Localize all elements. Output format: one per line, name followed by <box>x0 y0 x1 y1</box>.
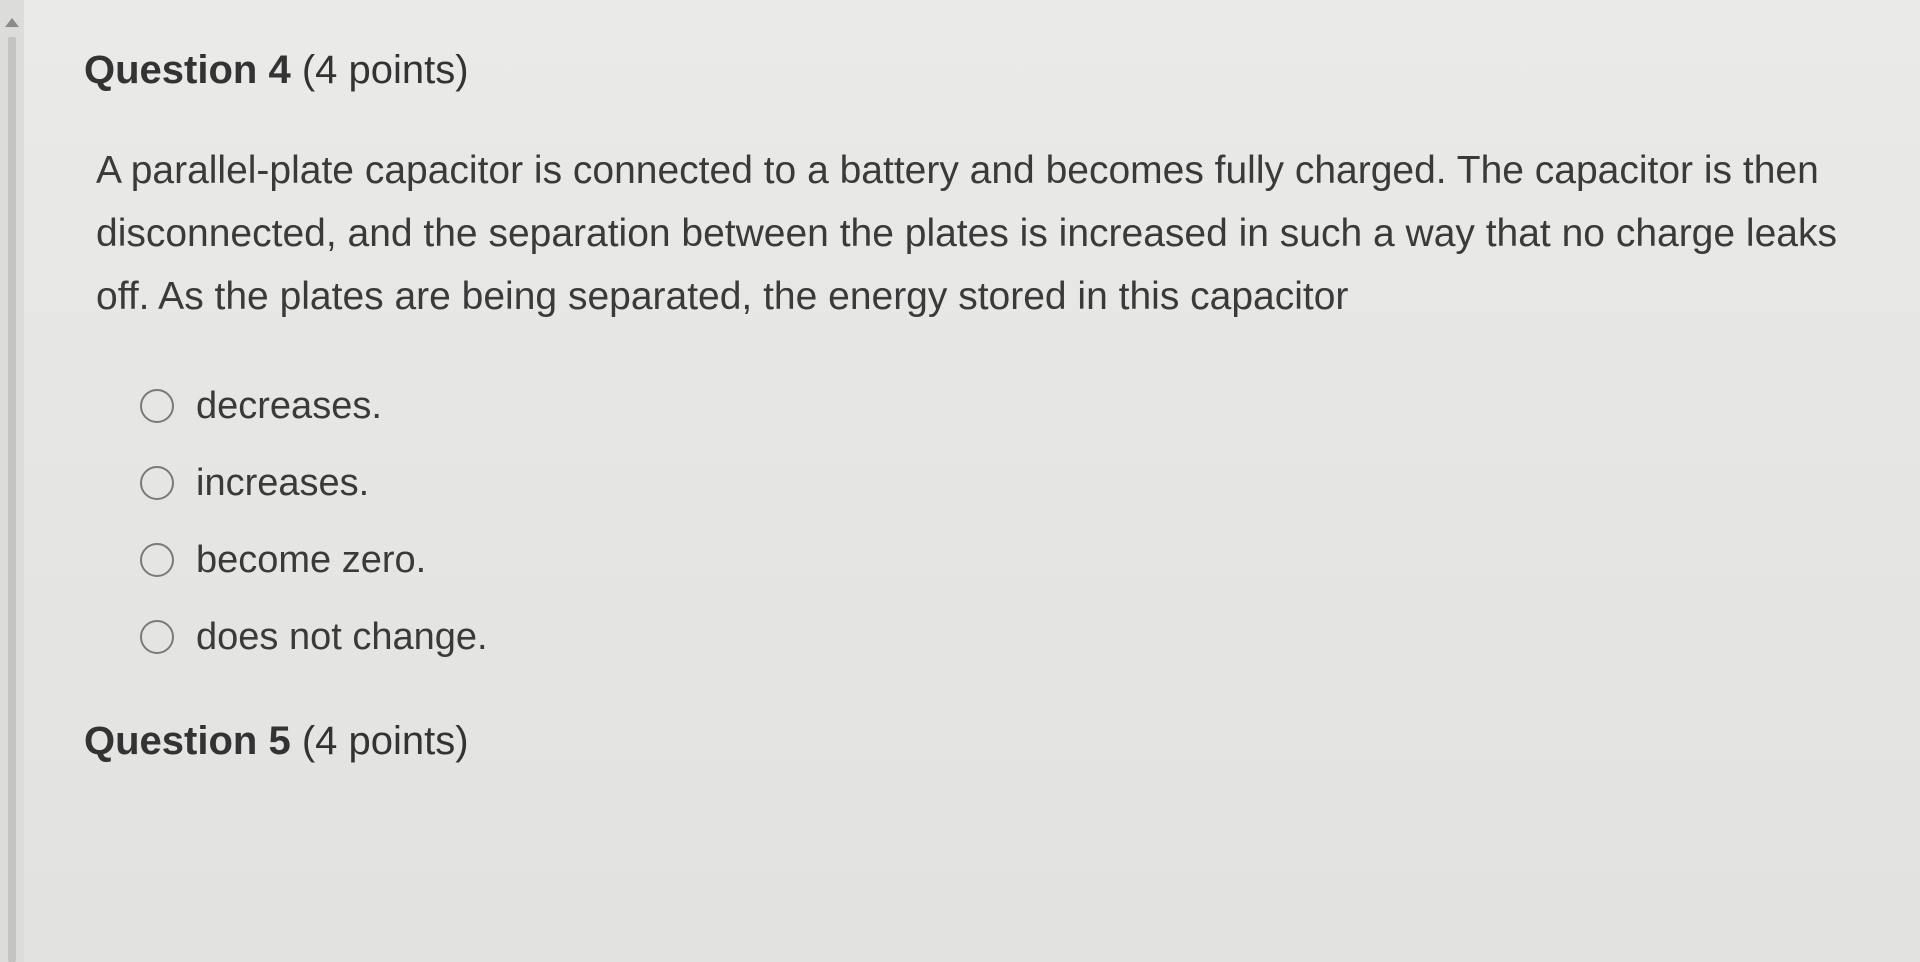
side-gutter <box>0 0 24 962</box>
option-row[interactable]: become zero. <box>140 539 1850 582</box>
radio-icon[interactable] <box>140 466 174 500</box>
question-4-prompt: A parallel-plate capacitor is connected … <box>84 139 1850 329</box>
option-label: does not change. <box>196 616 488 659</box>
option-label: become zero. <box>196 539 426 582</box>
question-5-heading: Question 5 (4 points) <box>84 719 1850 764</box>
question-4-options: decreases. increases. become zero. does … <box>84 385 1850 659</box>
page-container: Question 4 (4 points) A parallel-plate c… <box>0 0 1920 962</box>
option-label: increases. <box>196 462 369 505</box>
radio-icon[interactable] <box>140 543 174 577</box>
question-4-points: (4 points) <box>291 48 469 92</box>
question-4-label: Question 4 <box>84 48 291 92</box>
option-row[interactable]: increases. <box>140 462 1850 505</box>
option-row[interactable]: decreases. <box>140 385 1850 428</box>
option-label: decreases. <box>196 385 382 428</box>
side-accent-bar <box>8 37 16 962</box>
option-row[interactable]: does not change. <box>140 616 1850 659</box>
radio-icon[interactable] <box>140 389 174 423</box>
radio-icon[interactable] <box>140 620 174 654</box>
collapse-up-icon[interactable] <box>5 18 19 27</box>
question-5-label: Question 5 <box>84 719 291 763</box>
question-5-points: (4 points) <box>291 719 469 763</box>
content-area: Question 4 (4 points) A parallel-plate c… <box>24 0 1920 962</box>
question-4-heading: Question 4 (4 points) <box>84 48 1850 93</box>
